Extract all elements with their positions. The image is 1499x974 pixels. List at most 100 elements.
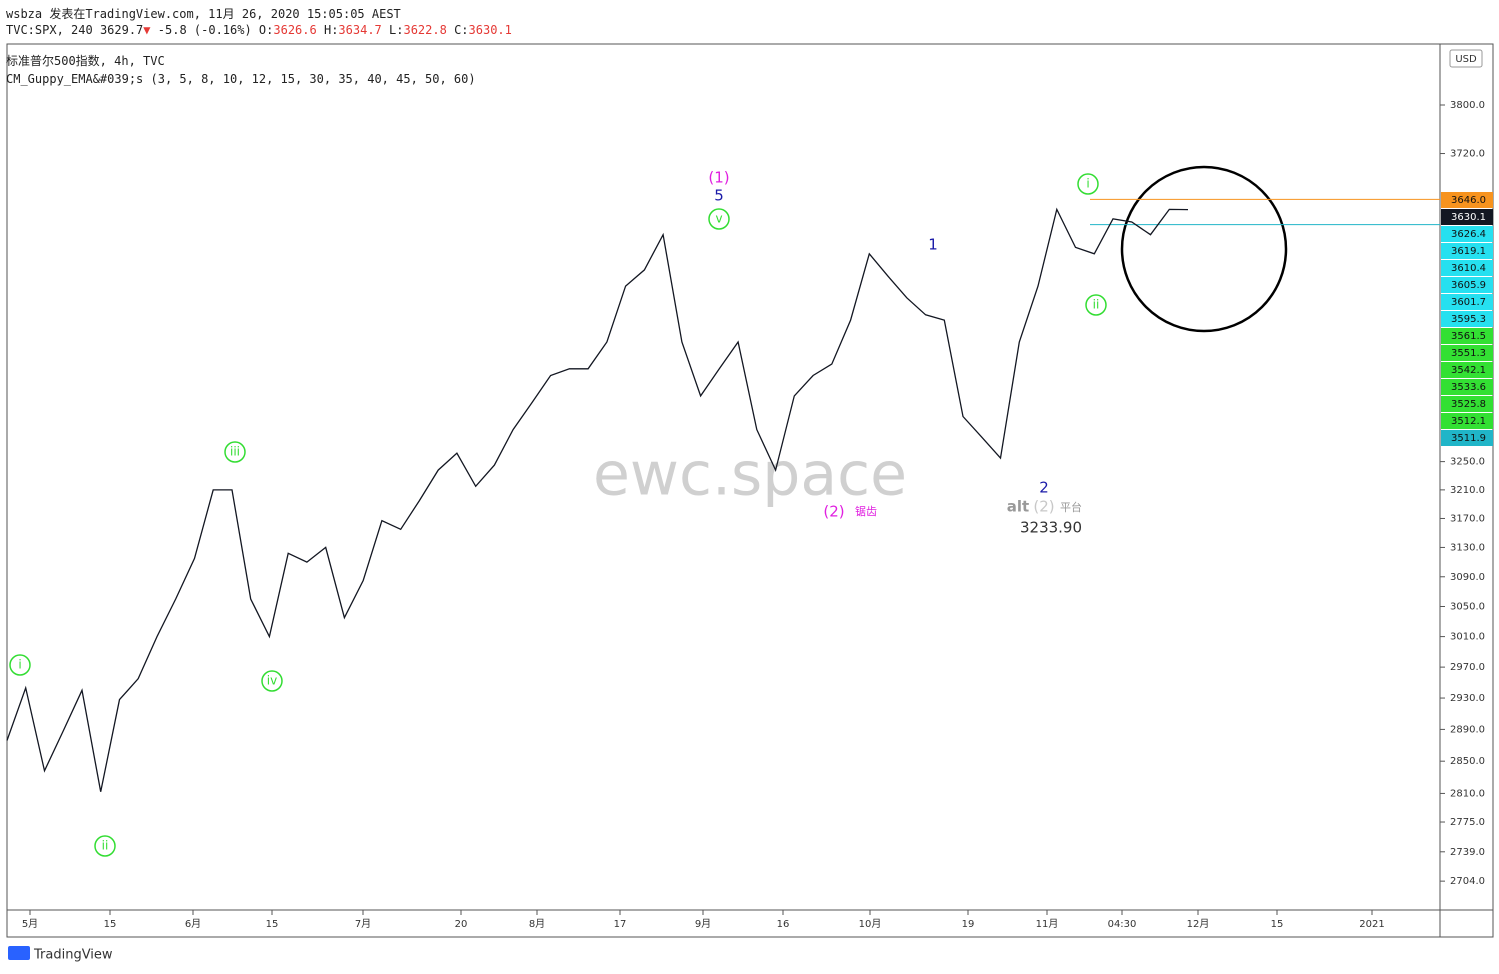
price-tag: [1441, 396, 1493, 412]
arrow: ▼: [143, 23, 151, 37]
price-tag-label: 3646.0: [1451, 195, 1486, 206]
price-tag: [1441, 413, 1493, 429]
x-tick-label: 7月: [355, 918, 371, 930]
y-tick-label: 3050.0: [1450, 601, 1485, 612]
x-tick-label: 9月: [695, 918, 711, 930]
y-tick-label: 2739.0: [1450, 847, 1485, 858]
price-tag: [1441, 243, 1493, 259]
x-tick-label: 16: [777, 919, 790, 930]
price-tag: [1441, 362, 1493, 378]
x-tick-label: 15: [266, 919, 279, 930]
x-tick-label: 15: [1271, 919, 1284, 930]
y-tick-label: 3800.0: [1450, 100, 1485, 111]
price-tag-label: 3512.1: [1451, 416, 1486, 427]
y-tick-label: 3090.0: [1450, 572, 1485, 583]
x-tick-label: 2021: [1359, 919, 1384, 930]
price-tag: [1441, 345, 1493, 361]
wave-label: ii: [102, 839, 109, 853]
y-tick-label: 3170.0: [1450, 513, 1485, 524]
wave-label: 2: [1039, 479, 1049, 497]
wave-label: (2): [1033, 498, 1054, 516]
frame: [6, 43, 1494, 938]
price-tag: [1441, 226, 1493, 242]
wave-label: alt: [1007, 498, 1029, 516]
x-tick-label: 04:30: [1108, 919, 1137, 930]
price-tag: [1441, 311, 1493, 327]
y-tick-label: 2930.0: [1450, 693, 1485, 704]
ohlc-label: C:: [454, 23, 469, 37]
wave-label: (2): [823, 503, 844, 521]
x-tick-label: 17: [614, 919, 627, 930]
y-tick-label: 2810.0: [1450, 788, 1485, 799]
price-tag-label: 3595.3: [1451, 314, 1486, 325]
price-tag: [1441, 260, 1493, 276]
wave-label: (1): [708, 169, 729, 187]
ohlc-label: O:: [258, 23, 274, 37]
price-tag-label: 3630.1: [1451, 212, 1486, 223]
wave-label: i: [1086, 177, 1089, 191]
highlight-circle: [1120, 165, 1288, 333]
y-tick-label: 2775.0: [1450, 817, 1485, 828]
ohlc-label: L:: [389, 23, 404, 37]
price-tag-label: 3511.9: [1451, 433, 1486, 444]
ohlc-value: 3626.6: [273, 23, 317, 37]
wave-label: i: [18, 658, 21, 672]
wave-circle: [1077, 173, 1099, 195]
x-tick-label: 11月: [1036, 918, 1059, 930]
wave-circle: [1085, 294, 1107, 316]
price-tag: [1441, 192, 1493, 208]
price-tag: [1441, 277, 1493, 293]
logo: [8, 946, 30, 960]
price-tag: [1441, 379, 1493, 395]
y-tick-label: 2704.0: [1450, 876, 1485, 887]
price-tag-label: 3626.4: [1451, 229, 1486, 240]
ohlc: O:3626.6 H:3634.7 L:3622.8 C:3630.1: [259, 23, 519, 37]
wave-label: 锯齿: [855, 504, 877, 518]
ohlc-value: 3630.1: [468, 23, 512, 37]
wave-circle: [224, 441, 246, 463]
symbol: TVC:SPX, 240: [6, 23, 93, 37]
y-tick-label: 3010.0: [1450, 632, 1485, 643]
price-tag: [1441, 328, 1493, 344]
wave-label: iv: [267, 674, 277, 688]
ohlc-value: 3622.8: [403, 23, 447, 37]
y-tick-label: 3720.0: [1450, 149, 1485, 160]
y-tick-label: 2890.0: [1450, 724, 1485, 735]
x-tick-label: 19: [962, 919, 975, 930]
wave-label: ii: [1093, 298, 1100, 312]
ohlc-label: H:: [323, 23, 339, 37]
wave-circle: [261, 670, 283, 692]
wave-label: iii: [230, 445, 240, 459]
wave-label: 5: [714, 187, 724, 205]
wave-label: 1: [928, 236, 938, 254]
price-tag-label: 3605.9: [1451, 280, 1486, 291]
wave-label: 平台: [1060, 500, 1082, 514]
wave-circle: [9, 654, 31, 676]
brand: TradingView: [33, 948, 113, 963]
x-tick-label: 15: [104, 919, 117, 930]
y-tick-label: 2850.0: [1450, 756, 1485, 767]
currency-box: [1449, 49, 1483, 68]
x-tick-label: 6月: [185, 918, 201, 930]
x-tick-label: 12月: [1187, 918, 1210, 930]
wave-circle: [94, 835, 116, 857]
x-tick-label: 8月: [529, 918, 545, 930]
change: -5.8 (-0.16%): [157, 23, 252, 37]
y-tick-label: 3250.0: [1450, 457, 1485, 468]
price-tag-label: 3533.6: [1451, 382, 1486, 393]
price-tag-label: 3542.1: [1451, 365, 1486, 376]
price-tag: [1441, 430, 1493, 446]
wave-label: 3233.90: [1020, 519, 1082, 537]
price-tag: [1441, 209, 1493, 225]
publisher: wsbza 发表在TradingView.com, 11月 26, 2020 1…: [6, 7, 401, 21]
y-tick-label: 3210.0: [1450, 485, 1485, 496]
y-tick-label: 2970.0: [1450, 662, 1485, 673]
price-tag-label: 3561.5: [1451, 331, 1486, 342]
watermark: ewc.space: [593, 440, 907, 510]
price-tag-label: 3601.7: [1451, 297, 1486, 308]
price-tag-label: 3525.8: [1451, 399, 1486, 410]
wave-label: v: [715, 212, 722, 226]
currency: USD: [1455, 54, 1477, 65]
